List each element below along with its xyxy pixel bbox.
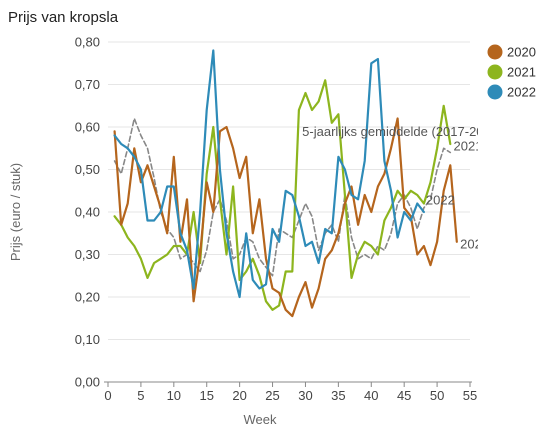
legend-label: 2021: [507, 65, 536, 80]
x-tick-label: 15: [199, 388, 213, 403]
x-tick-label: 0: [104, 388, 111, 403]
y-tick-label: 0,80: [75, 35, 100, 50]
x-axis-ticks: 0 5 10 15 20 25 30 35 40 45 50 55: [104, 382, 477, 403]
annotation-label: 2020: [460, 236, 489, 251]
annotation-label: 2021: [454, 139, 483, 154]
line-end-annotations: 5-jaarlijks gemiddelde (2017-2021)2021 20…: [302, 124, 502, 252]
y-tick-label: 0,40: [75, 205, 100, 220]
legend: 2020 2021 2022: [487, 44, 536, 100]
x-tick-label: 5: [137, 388, 144, 403]
x-tick-label: 10: [167, 388, 181, 403]
x-tick-label: 30: [298, 388, 312, 403]
y-tick-label: 0,50: [75, 162, 100, 177]
y-tick-label: 0,00: [75, 375, 100, 390]
legend-swatch: [487, 84, 503, 100]
y-tick-label: 0,30: [75, 247, 100, 262]
x-tick-label: 40: [364, 388, 378, 403]
y-tick-label: 0,20: [75, 290, 100, 305]
series-line-2022: [113, 49, 425, 299]
legend-label: 2022: [507, 85, 536, 100]
y-axis-label: Prijs (euro / stuk): [8, 163, 23, 261]
series-line-2021: [113, 79, 452, 311]
x-tick-label: 20: [232, 388, 246, 403]
annotation-label: 5-jaarlijks gemiddelde (2017-2021): [302, 124, 502, 139]
series-line-2020: [113, 117, 458, 318]
x-tick-label: 50: [430, 388, 444, 403]
y-tick-label: 0,10: [75, 332, 100, 347]
y-tick-label: 0,70: [75, 77, 100, 92]
y-axis-ticks: 0,00 0,10 0,20 0,30 0,40 0,50 0,60 0,70 0,80: [75, 35, 100, 390]
x-tick-label: 25: [265, 388, 279, 403]
x-tick-label: 35: [331, 388, 345, 403]
legend-label: 2020: [507, 45, 536, 60]
x-tick-label: 45: [397, 388, 411, 403]
legend-swatch: [487, 64, 503, 80]
y-tick-label: 0,60: [75, 120, 100, 135]
annotation-label: 2022: [426, 193, 455, 208]
x-tick-label: 55: [463, 388, 477, 403]
series-lines: [113, 49, 458, 318]
chart-title: Prijs van kropsla: [8, 9, 119, 26]
legend-swatch: [487, 44, 503, 60]
x-axis-label: Week: [244, 412, 277, 427]
